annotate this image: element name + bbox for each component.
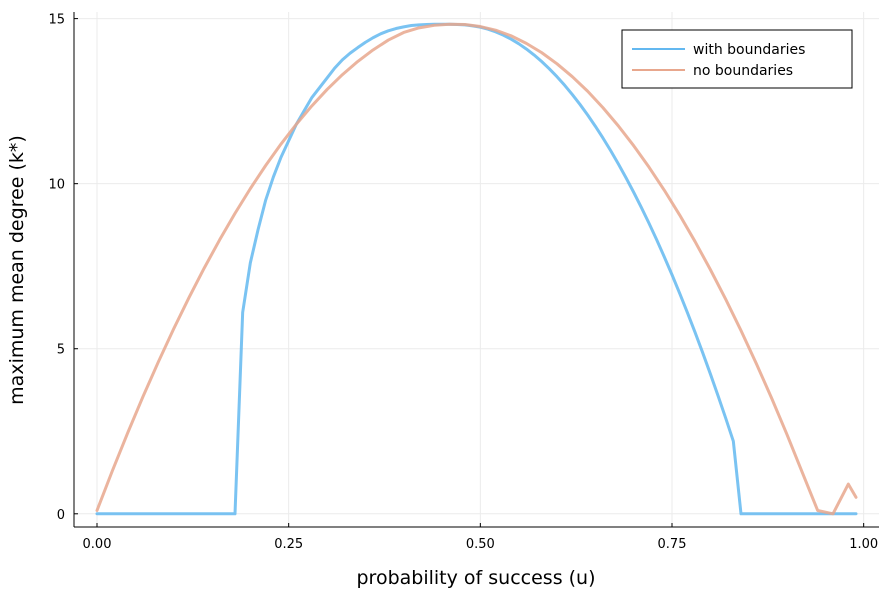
y-tick-label-0: 0 (57, 508, 65, 523)
series-line-with-boundaries (95, 22, 858, 516)
x-axis-label: probability of success (u) (357, 567, 596, 589)
x-tick-label-1: 0.25 (274, 537, 303, 552)
x-tick-label-4: 1.00 (849, 537, 878, 552)
y-tick-label-1: 5 (57, 343, 65, 358)
legend: with boundaries no boundaries (621, 29, 853, 89)
ticks: 0.00 0.25 0.50 0.75 1.00 0 5 10 15 (48, 13, 878, 552)
series-layer (95, 22, 858, 516)
y-tick-label-3: 15 (48, 13, 65, 28)
legend-label-no-boundaries: no boundaries (693, 63, 793, 79)
y-tick-label-2: 10 (48, 178, 65, 193)
series-line-no-boundaries (95, 22, 858, 516)
legend-label-with-boundaries: with boundaries (693, 42, 805, 58)
y-axis-label: maximum mean degree (k*) (6, 135, 28, 405)
x-tick-label-0: 0.00 (83, 537, 112, 552)
legend-box (621, 29, 853, 89)
axes (73, 12, 879, 528)
x-tick-label-3: 0.75 (658, 537, 687, 552)
x-tick-label-2: 0.50 (466, 537, 495, 552)
